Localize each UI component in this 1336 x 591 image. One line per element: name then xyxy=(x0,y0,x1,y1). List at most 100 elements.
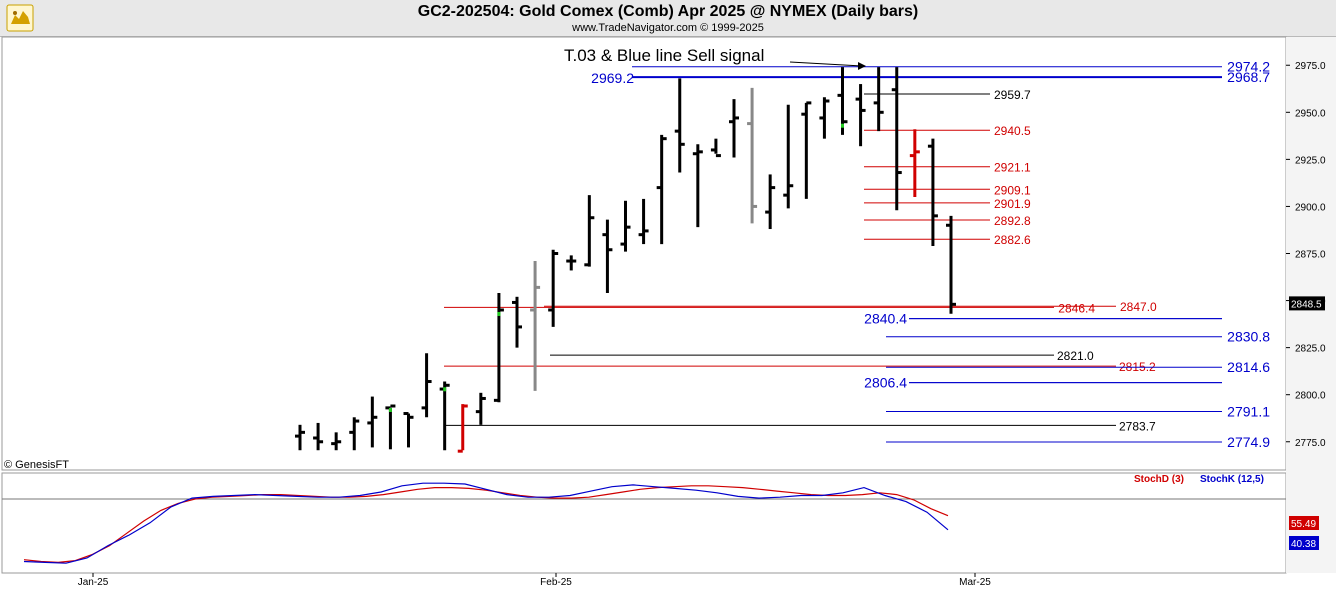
level-line: 2847.0 xyxy=(544,300,1157,314)
stoch-value-box xyxy=(1289,516,1319,530)
price-plot-area xyxy=(1,36,1287,471)
level-line: 2882.6 xyxy=(864,233,1031,247)
price-bar xyxy=(946,215,956,314)
price-bar xyxy=(620,200,631,252)
level-line: 2840.4 xyxy=(864,311,1222,327)
y-tick-label: 2925.0 xyxy=(1295,155,1326,166)
y-tick-label: 2800.0 xyxy=(1295,391,1326,402)
level-label: 2959.7 xyxy=(994,88,1031,102)
watermark: © GenesisFT xyxy=(4,459,69,471)
level-line: 2921.1 xyxy=(864,161,1031,175)
price-bar xyxy=(349,417,360,451)
x-tick: Feb-25 xyxy=(540,573,572,588)
level-label: 2968.7 xyxy=(1227,69,1270,85)
level-line: 2791.1 xyxy=(886,403,1270,419)
annotation-arrow-shaft xyxy=(789,61,863,67)
price-bar xyxy=(801,101,812,199)
buy-marker xyxy=(388,407,392,412)
level-label: 2901.9 xyxy=(994,197,1031,211)
price-bar xyxy=(765,174,776,230)
stoch-plot-area xyxy=(1,472,1287,574)
level-line: 2909.1 xyxy=(864,183,1031,197)
level-label: 2783.7 xyxy=(1119,419,1156,433)
price-bar xyxy=(566,255,577,271)
annotation-text: T.03 & Blue line Sell signal xyxy=(564,46,764,65)
level-label: 2791.1 xyxy=(1227,403,1270,419)
y-tick: 2800.0 xyxy=(1286,391,1326,402)
y-tick-label: 2975.0 xyxy=(1295,61,1326,72)
price-bar xyxy=(403,412,414,448)
level-label: 2840.4 xyxy=(864,311,907,327)
y-tick-label: 2775.0 xyxy=(1295,438,1326,449)
level-label: 2921.1 xyxy=(994,161,1031,175)
page-title: GC2-202504: Gold Comex (Comb) Apr 2025 @… xyxy=(417,3,919,20)
price-bar xyxy=(584,195,595,267)
price-bar xyxy=(747,87,758,224)
price-bar xyxy=(692,144,703,228)
y-tick-label: 2875.0 xyxy=(1295,250,1326,261)
level-label: 2821.0 xyxy=(1057,349,1094,363)
level-label: 2846.4 xyxy=(1058,301,1095,315)
price-bar xyxy=(638,198,649,245)
y-tick: 2950.0 xyxy=(1286,108,1326,119)
price-bar xyxy=(512,296,522,348)
current-price-box xyxy=(1289,296,1325,311)
current-price-badge: 2848.5 xyxy=(1289,296,1325,311)
y-tick: 2775.0 xyxy=(1286,438,1326,449)
level-label: 2774.9 xyxy=(1227,434,1270,450)
level-line: 2774.9 xyxy=(886,434,1270,450)
level-label: 2909.1 xyxy=(994,183,1031,197)
x-tick-label: Jan-25 xyxy=(78,577,109,588)
price-bar xyxy=(729,99,739,158)
x-tick-label: Mar-25 xyxy=(959,577,991,588)
price-bar xyxy=(927,138,938,246)
stoch-value-box xyxy=(1289,536,1319,550)
level-line: 2892.8 xyxy=(864,214,1031,228)
price-bar xyxy=(530,261,541,391)
y-tick: 2975.0 xyxy=(1286,61,1326,72)
chart-subtitle: www.TradeNavigator.com © 1999-2025 xyxy=(572,22,764,34)
price-bar xyxy=(421,353,432,418)
current-price-label: 2848.5 xyxy=(1291,299,1322,310)
price-bar xyxy=(783,104,794,209)
price-bar xyxy=(855,84,866,147)
y-tick-label: 2825.0 xyxy=(1295,344,1326,355)
price-bar xyxy=(475,392,486,425)
price-bar xyxy=(457,404,468,453)
chart-header: GC2-202504: Gold Comex (Comb) Apr 2025 @… xyxy=(0,0,1336,37)
level-line: 2821.0 xyxy=(550,349,1094,363)
y-tick: 2875.0 xyxy=(1286,250,1326,261)
price-bar xyxy=(837,67,848,135)
level-line: 2806.4 xyxy=(864,375,1222,391)
annotation-arrow xyxy=(789,61,866,70)
price-bar xyxy=(493,293,504,403)
level-label: 2940.5 xyxy=(994,124,1031,138)
level-line: 2814.6 xyxy=(886,359,1270,375)
price-bar xyxy=(674,78,685,173)
level-label: 2806.4 xyxy=(864,375,907,391)
level-line: 2974.2 xyxy=(632,59,1270,75)
price-bar xyxy=(548,249,559,327)
y-tick: 2925.0 xyxy=(1286,155,1326,166)
stoch-series-line xyxy=(23,482,949,564)
price-bar xyxy=(331,432,342,451)
level-label: 2882.6 xyxy=(994,233,1031,247)
bull-logo-icon xyxy=(6,4,34,32)
price-bar xyxy=(819,97,830,139)
y-tick: 2825.0 xyxy=(1286,344,1326,355)
x-tick-label: Feb-25 xyxy=(540,577,572,588)
level-line: 2783.7 xyxy=(444,419,1156,433)
level-label-left: 2969.2 xyxy=(591,70,634,86)
price-bar xyxy=(891,67,902,211)
stoch-value-label: 40.38 xyxy=(1291,539,1316,550)
y-tick-label: 2950.0 xyxy=(1295,108,1326,119)
price-bar xyxy=(909,129,920,198)
stoch-legend-item: StochK (12,5) xyxy=(1200,474,1264,485)
stoch-value-label: 55.49 xyxy=(1291,519,1316,530)
x-tick: Mar-25 xyxy=(959,573,991,588)
y-tick-label: 2900.0 xyxy=(1295,202,1326,213)
level-line: 2968.7 2969.2 xyxy=(591,69,1270,86)
buy-marker xyxy=(841,123,844,128)
price-bar xyxy=(439,381,450,451)
